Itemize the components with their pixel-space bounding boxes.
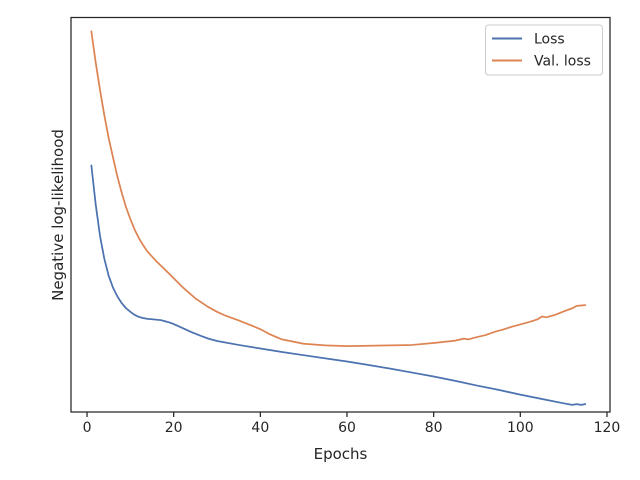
- x-tick-label: 0: [83, 420, 92, 436]
- y-axis-label: Negative log-likelihood: [49, 129, 67, 301]
- x-axis-label: Epochs: [314, 445, 368, 463]
- x-tick-label: 80: [425, 420, 443, 436]
- series-line-val-loss: [90, 30, 587, 347]
- legend: Loss Val. loss: [485, 24, 603, 76]
- x-axis-ticks: 0 20 40 60 80 100 120: [83, 412, 621, 436]
- legend-label-loss: Loss: [534, 32, 565, 48]
- x-tick-label: 60: [338, 420, 356, 436]
- x-tick-label: 20: [165, 420, 183, 436]
- legend-label-val-loss: Val. loss: [534, 54, 591, 70]
- x-tick-label: 40: [251, 420, 269, 436]
- series-line-loss: [90, 164, 587, 406]
- x-tick-label: 120: [594, 420, 621, 436]
- series-layer: [90, 30, 587, 406]
- plot-frame: [70, 16, 611, 413]
- x-tick-label: 100: [507, 420, 534, 436]
